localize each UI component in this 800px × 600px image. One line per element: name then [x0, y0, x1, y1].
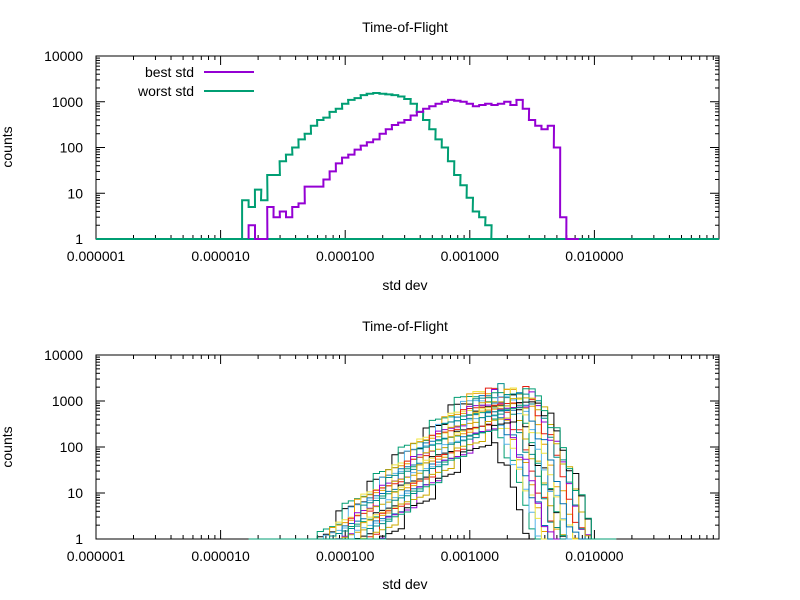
- series-line-best-std: [247, 98, 579, 240]
- plot-frame: [95, 354, 720, 540]
- histogram-series: [248, 396, 617, 540]
- x-tick-label: 0.000001: [67, 248, 126, 264]
- x-tick-labels: 0.000001 0.000010 0.000100 0.001000 0.010000: [67, 548, 624, 564]
- y-tick-label: 1: [75, 231, 83, 247]
- histogram-series: [248, 391, 617, 540]
- histogram-series: [248, 386, 617, 540]
- x-tick-label: 0.000010: [191, 548, 250, 564]
- series-group: [248, 383, 617, 540]
- legend: best std worst std: [137, 64, 254, 99]
- histogram-series: [248, 392, 617, 540]
- x-axis-label: std dev: [382, 277, 427, 293]
- y-tick-label: 10000: [44, 48, 83, 64]
- x-tick-label: 0.001000: [441, 248, 500, 264]
- x-axis-label: std dev: [382, 576, 427, 592]
- axis-ticks: [95, 354, 719, 540]
- histogram-series: [248, 395, 617, 540]
- y-axis-label: counts: [0, 126, 15, 167]
- chart-bottom: Time-of-Flight 0.000001 0.000010 0.000100 0…: [0, 318, 720, 592]
- y-tick-label: 1000: [52, 94, 83, 110]
- y-axis-label: counts: [0, 426, 15, 467]
- histogram-series: [248, 400, 617, 540]
- legend-label-best-std: best std: [145, 64, 194, 80]
- y-tick-labels: 1 10 100 1000 10000: [44, 48, 83, 247]
- y-tick-label: 10: [67, 485, 83, 501]
- x-tick-label: 0.000100: [316, 548, 375, 564]
- legend-label-worst-std: worst std: [137, 83, 194, 99]
- y-tick-labels: 1 10 100 1000 10000: [44, 347, 83, 547]
- x-tick-label: 0.000100: [316, 248, 375, 264]
- y-tick-label: 100: [60, 140, 84, 156]
- chart-title: Time-of-Flight: [362, 318, 448, 334]
- x-tick-label: 0.010000: [565, 548, 624, 564]
- x-tick-label: 0.000001: [67, 548, 126, 564]
- y-tick-label: 100: [60, 439, 84, 455]
- axis-ticks: [95, 55, 719, 240]
- histogram-series: [248, 392, 617, 540]
- y-tick-label: 1: [75, 531, 83, 547]
- y-tick-label: 10000: [44, 347, 83, 363]
- series-line-worst-std: [241, 92, 505, 240]
- x-tick-label: 0.001000: [441, 548, 500, 564]
- histogram-series: [248, 388, 617, 540]
- x-tick-label: 0.000010: [191, 248, 250, 264]
- y-tick-label: 1000: [52, 393, 83, 409]
- histogram-series: [248, 396, 617, 540]
- chart-title: Time-of-Flight: [362, 19, 448, 35]
- chart-top: Time-of-Flight 0.000001 0.000010 0.000100 0…: [0, 19, 720, 293]
- x-tick-label: 0.010000: [565, 248, 624, 264]
- series-group: [96, 92, 719, 240]
- x-tick-labels: 0.000001 0.000010 0.000100 0.001000 0.010000: [67, 248, 624, 264]
- y-tick-label: 10: [67, 185, 83, 201]
- histogram-series: [248, 392, 617, 540]
- histogram-series: [248, 391, 617, 540]
